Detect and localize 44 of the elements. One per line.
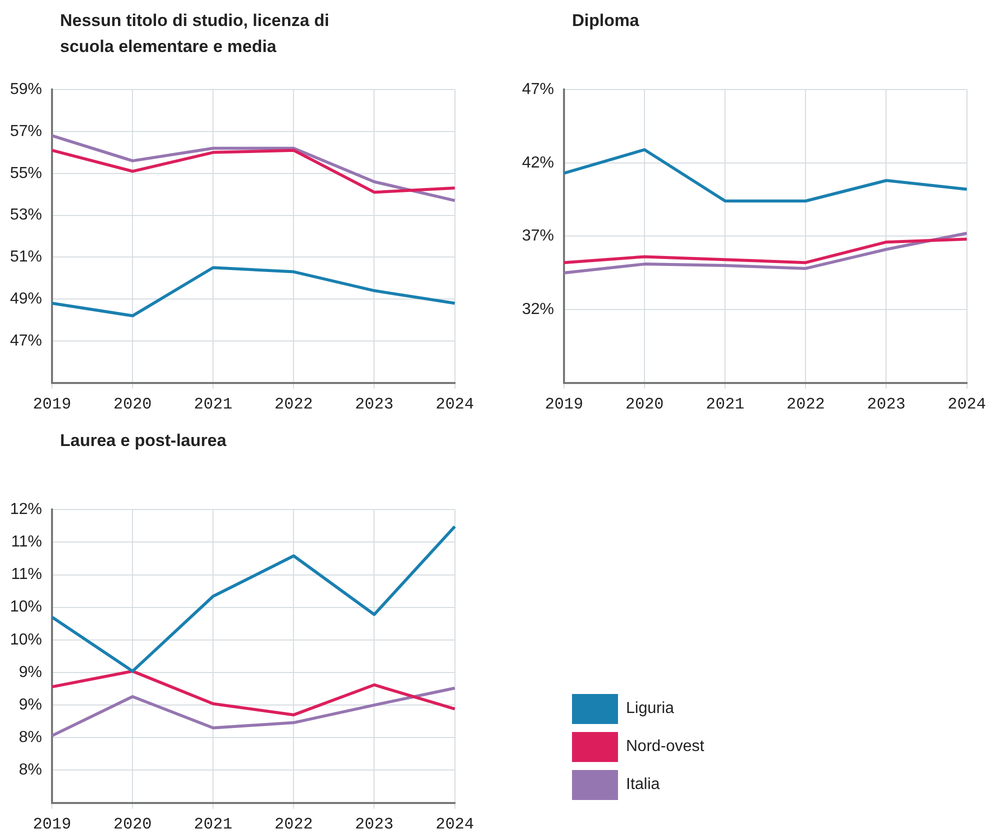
x-tick-label: 2020 — [113, 396, 152, 414]
x-tick-label: 2022 — [274, 396, 313, 414]
y-tick-label: 10% — [10, 598, 42, 616]
x-tick-label: 2021 — [706, 396, 744, 414]
legend-label: Nord-ovest — [626, 738, 704, 756]
y-tick-label: 59% — [10, 81, 42, 98]
y-tick-label: 9% — [18, 664, 42, 681]
chart-title: Laurea e post-laurea — [60, 430, 228, 452]
x-tick-label: 2024 — [436, 396, 474, 414]
y-tick-label: 11% — [11, 566, 42, 584]
x-tick-label: 2020 — [625, 396, 664, 414]
x-tick-label: 2021 — [194, 396, 232, 414]
x-tick-label: 2023 — [867, 396, 906, 414]
y-tick-label: 8% — [18, 729, 42, 746]
x-tick-label: 2022 — [274, 816, 313, 834]
x-tick-label: 2020 — [113, 816, 152, 834]
x-tick-label: 2019 — [32, 816, 72, 834]
y-tick-label: 57% — [10, 122, 42, 140]
x-tick-label: 2024 — [948, 396, 986, 414]
y-tick-label: 8% — [18, 762, 42, 779]
y-tick-label: 9% — [18, 696, 42, 714]
y-tick-label: 37% — [522, 228, 554, 245]
x-tick-label: 2023 — [355, 816, 394, 834]
y-tick-label: 47% — [10, 332, 42, 350]
y-tick-label: 42% — [522, 154, 554, 172]
legend-label: Liguria — [626, 700, 674, 718]
x-tick-label: 2021 — [194, 816, 232, 834]
y-tick-label: 49% — [10, 290, 42, 308]
y-tick-label: 12% — [10, 501, 42, 518]
x-tick-label: 2019 — [32, 396, 72, 414]
x-tick-label: 2022 — [786, 396, 825, 414]
x-tick-label: 2019 — [544, 396, 584, 414]
x-tick-label: 2024 — [436, 816, 474, 834]
y-tick-label: 51% — [10, 248, 42, 266]
chart-title: Nessun titolo di studio, licenza di scuola elementare e media — [60, 10, 330, 58]
y-tick-label: 32% — [522, 300, 554, 318]
y-tick-label: 47% — [522, 81, 554, 98]
y-tick-label: 55% — [10, 164, 42, 182]
y-tick-label: 11% — [11, 534, 42, 551]
x-tick-label: 2023 — [355, 396, 394, 414]
y-tick-label: 10% — [10, 631, 42, 648]
y-tick-label: 53% — [10, 206, 42, 224]
chart-title: Diploma — [572, 10, 640, 32]
legend-label: Italia — [626, 776, 660, 794]
